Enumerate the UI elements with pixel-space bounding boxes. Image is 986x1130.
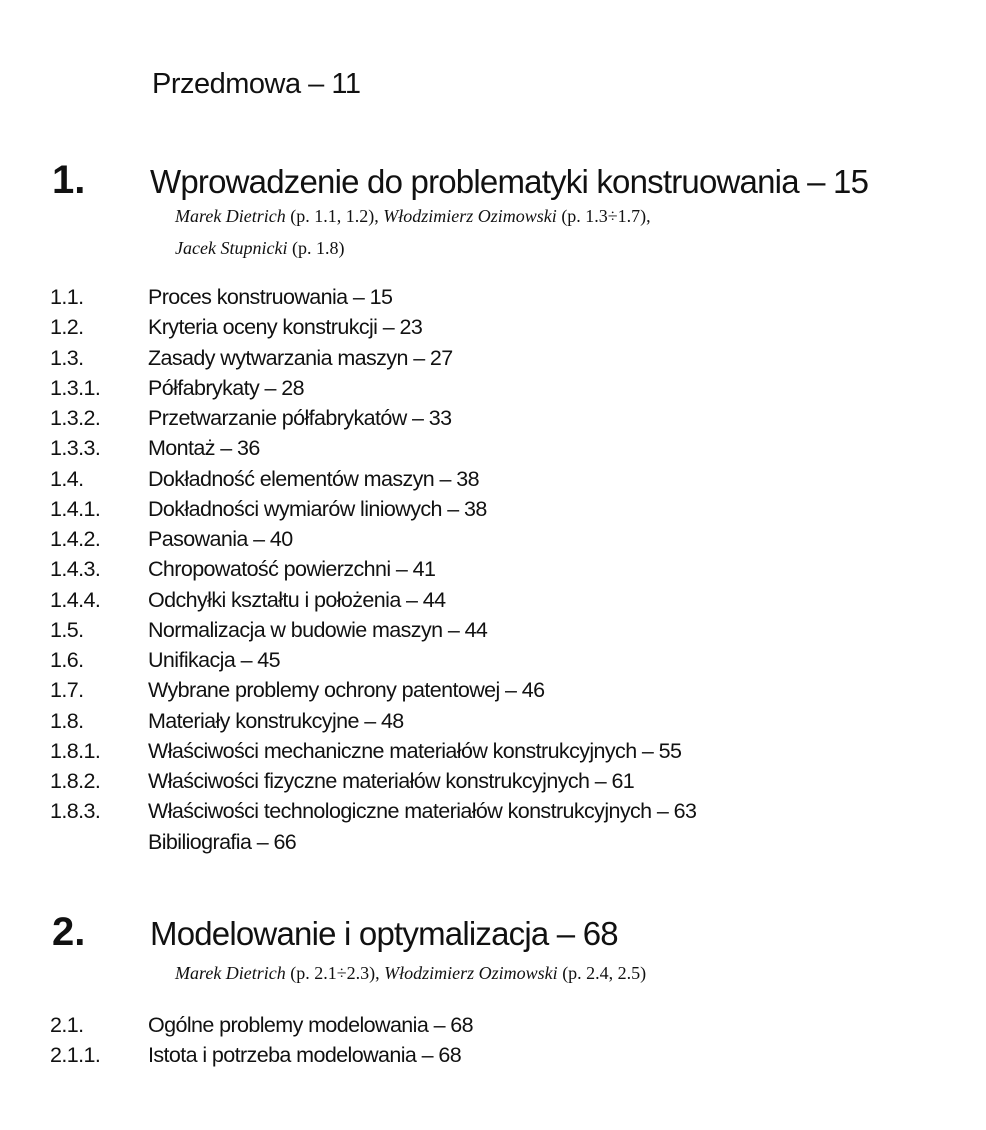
entry-number: 1.7. [50,678,84,703]
author-scope: (p. 1.3÷1.7), [556,206,651,226]
entry-title: Ogólne problemy modelowania – 68 [148,1013,474,1037]
entry-number: 1.5. [50,617,84,642]
entry-number: 1.4. [50,466,84,491]
chapter-authors: Jacek Stupnicki (p. 1.8) [175,238,344,259]
entry-number: 1.4.2. [50,527,101,551]
entry-number: 1.8. [50,708,84,733]
entry-title: Istota i potrzeba modelowania – 68 [148,1043,462,1067]
entry-number: 1.4.1. [50,496,101,521]
entry-title: Właściwości mechaniczne materiałów konst… [148,738,682,763]
preface-entry: Przedmowa – 11 [152,68,361,100]
entry-title: Unifikacja – 45 [148,648,281,672]
entry-title: Materiały konstrukcyjne – 48 [148,708,404,733]
entry-number: 1.3.3. [50,436,101,461]
entry-title: Odchyłki kształtu i położenia – 44 [148,587,446,612]
entry-number: 1.4.3. [50,557,101,582]
entry-title: Półfabrykaty – 28 [148,375,305,400]
entry-number: 1.2. [50,315,84,340]
entry-title: Montaż – 36 [148,436,260,461]
author-name: Marek Dietrich [175,963,286,983]
entry-number: 1.3.1. [50,375,101,400]
author-name: Włodzimierz Ozimowski [383,206,557,226]
entry-number: 1.1. [50,285,84,309]
author-name: Włodzimierz Ozimowski [384,963,558,983]
entry-title: Zasady wytwarzania maszyn – 27 [148,345,453,370]
entry-title: Właściwości technologiczne materiałów ko… [148,799,697,824]
entry-title: Właściwości fizyczne materiałów konstruk… [148,769,635,793]
entry-number: 1.8.2. [50,769,101,793]
entry-number: 2.1. [50,1013,84,1037]
entry-number: 2.1.1. [50,1043,101,1067]
chapter-number: 1. [52,158,86,202]
entry-number: 1.8.3. [50,799,101,824]
author-scope: (p. 2.4, 2.5) [557,963,647,983]
author-scope: (p. 1.8) [287,238,345,258]
entry-title: Chropowatość powierzchni – 41 [148,557,436,582]
entry-title: Proces konstruowania – 15 [148,285,393,309]
entry-title: Normalizacja w budowie maszyn – 44 [148,617,488,642]
entry-title: Wybrane problemy ochrony patentowej – 46 [148,678,545,703]
chapter-authors: Marek Dietrich (p. 2.1÷2.3), Włodzimierz… [175,963,646,984]
entry-title: Dokładności wymiarów liniowych – 38 [148,496,487,521]
entry-number: 1.8.1. [50,738,101,763]
entry-title: Dokładność elementów maszyn – 38 [148,466,480,491]
entry-number: 1.3. [50,345,84,370]
entry-title: Kryteria oceny konstrukcji – 23 [148,315,423,340]
chapter-title: Wprowadzenie do problematyki konstruowan… [150,163,869,200]
entry-number: 1.4.4. [50,587,101,612]
entry-title: Pasowania – 40 [148,527,293,551]
author-name: Jacek Stupnicki [175,238,288,258]
chapter-number: 2. [52,910,86,954]
author-scope: (p. 1.1, 1.2), [285,206,384,226]
chapter-authors: Marek Dietrich (p. 1.1, 1.2), Włodzimier… [175,206,651,227]
entry-number: 1.3.2. [50,406,101,430]
entry-title: Bibiliografia – 66 [148,829,297,854]
entry-number: 1.6. [50,648,84,672]
chapter-title: Modelowanie i optymalizacja – 68 [150,915,619,952]
author-name: Marek Dietrich [175,206,286,226]
author-scope: (p. 2.1÷2.3), [285,963,385,983]
entry-title: Przetwarzanie półfabrykatów – 33 [148,406,452,430]
